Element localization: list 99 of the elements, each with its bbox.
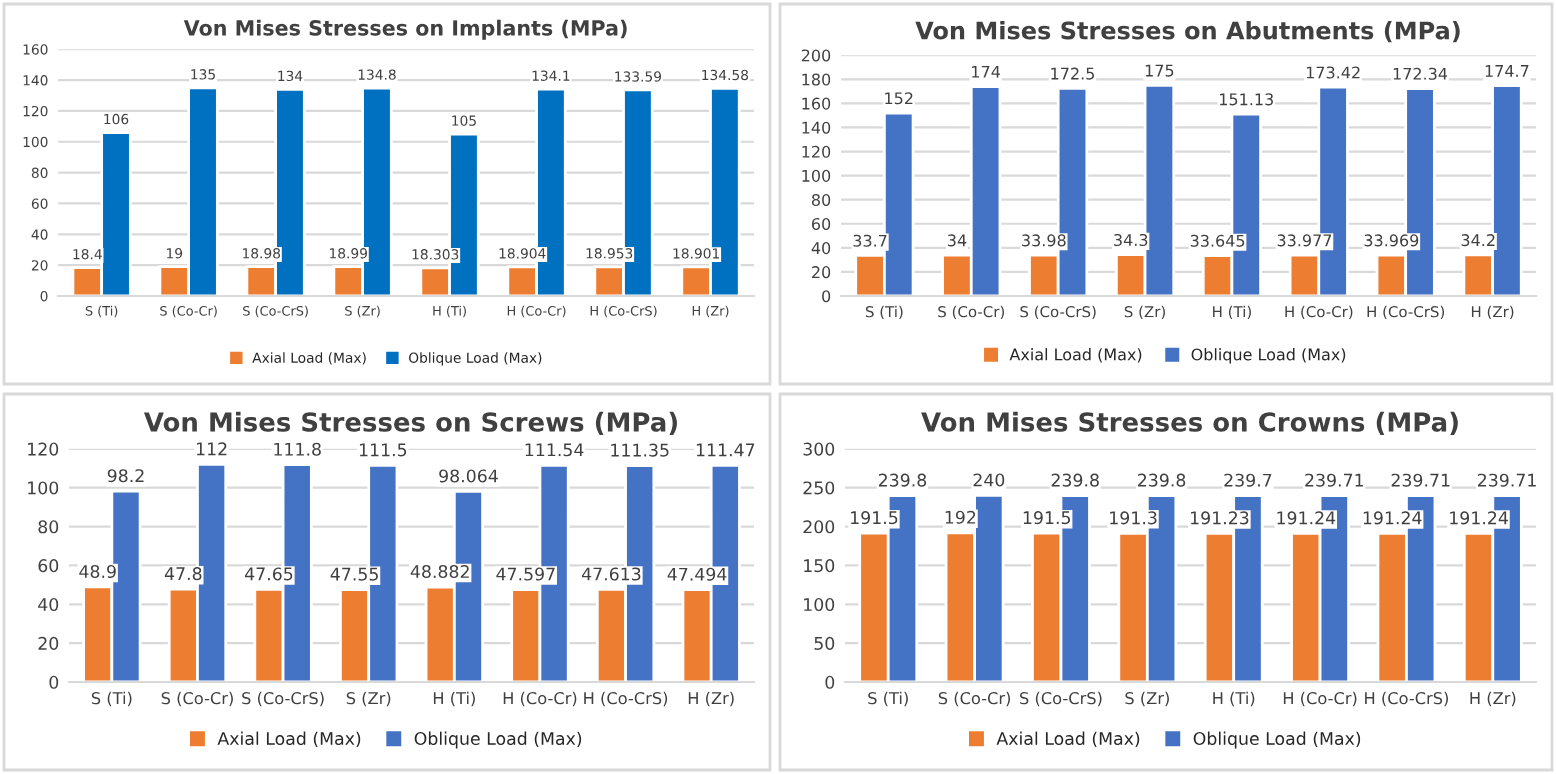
x-tick-label: H (Co-Cr): [503, 691, 577, 707]
data-label: 173.42: [1306, 66, 1360, 79]
data-label: 111.47: [696, 443, 755, 457]
y-tick-label: 80: [811, 193, 831, 206]
data-label: 191.24: [1277, 511, 1336, 525]
x-tick-label: H (Zr): [688, 691, 734, 707]
data-label: 47.613: [581, 567, 641, 581]
x-tick-label: S (Ti): [868, 691, 908, 707]
data-label: 33.969: [1364, 234, 1419, 247]
y-tick-label: 180: [802, 73, 831, 86]
data-label: 191.24: [1450, 511, 1508, 525]
data-label: 111.5: [359, 443, 407, 457]
data-label: 33.7: [853, 234, 887, 247]
data-label: 192: [945, 510, 976, 524]
y-tick-label: 40: [38, 597, 59, 612]
y-tick-label: 100: [802, 169, 831, 182]
y-tick-label: 120: [802, 145, 831, 158]
data-label: 33.98: [1022, 234, 1066, 247]
data-label: 34.2: [1461, 234, 1495, 247]
data-label: 239.8: [878, 473, 927, 487]
data-label: 191.5: [851, 511, 898, 525]
legend-label: Axial Load (Max): [217, 731, 361, 748]
x-tick-label: S (Co-CrS): [242, 691, 324, 707]
data-label: 111.8: [274, 442, 321, 456]
data-label: 47.65: [245, 567, 293, 581]
legend-label: Axial Load (Max): [996, 731, 1140, 748]
legend-label: Axial Load (Max): [1009, 348, 1142, 363]
y-tick-label: 0: [825, 675, 835, 689]
x-tick-label: H (Co-Cr): [1283, 691, 1357, 707]
y-tick-label: 100: [28, 481, 59, 495]
data-label: 239.71: [1305, 473, 1364, 487]
y-tick-label: 0: [49, 675, 59, 689]
y-tick-label: 40: [811, 242, 831, 255]
data-label: 191.23: [1191, 511, 1249, 525]
chart-title: Von Mises Stresses on Crowns (MPa): [921, 411, 1458, 435]
data-label: 33.977: [1277, 234, 1332, 247]
data-label: 175: [1145, 64, 1174, 77]
data-label: 47.8: [164, 567, 202, 581]
y-tick-label: 0: [822, 290, 831, 303]
data-label: 112: [196, 442, 227, 456]
data-label: 98.2: [107, 469, 144, 483]
data-label: 151.13: [1220, 93, 1273, 106]
legend-label: Oblique Load (Max): [1193, 731, 1361, 749]
x-tick-label: H (Ti): [1213, 691, 1255, 707]
data-label: 47.494: [667, 567, 727, 581]
x-tick-label: H (Zr): [1470, 691, 1516, 707]
y-tick-label: 250: [803, 481, 835, 495]
x-tick-label: S (Zr): [346, 691, 391, 707]
data-label: 191.3: [1110, 511, 1157, 525]
y-tick-label: 20: [38, 636, 59, 650]
y-tick-label: 200: [803, 520, 835, 534]
y-tick-label: 80: [38, 520, 59, 534]
legend-label: Oblique Load (Max): [414, 731, 582, 749]
y-tick-label: 20: [812, 266, 831, 279]
y-tick-label: 300: [803, 442, 835, 456]
x-tick-label: H (Co-CrS): [584, 691, 668, 707]
data-label: 47.597: [496, 567, 555, 581]
y-tick-label: 150: [804, 559, 835, 573]
y-tick-label: 120: [28, 442, 59, 456]
data-label: 48.882: [410, 564, 469, 579]
legend-label: Oblique Load (Max): [1191, 348, 1346, 364]
data-label: 111.54: [525, 443, 584, 457]
data-label: 98.064: [439, 469, 498, 483]
x-tick-label: S (Co-Cr): [161, 691, 233, 707]
x-tick-label: S (Co-Cr): [938, 691, 1011, 707]
chart-title: Von Mises Stresses on Implants (MPa): [183, 19, 627, 40]
data-label: 111.35: [611, 443, 669, 457]
y-tick-label: 160: [802, 97, 831, 110]
data-label: 239.7: [1224, 473, 1272, 487]
data-label: 172.5: [1051, 67, 1094, 80]
data-label: 34.3: [1114, 233, 1148, 247]
data-label: 239.71: [1391, 473, 1450, 487]
x-tick-label: S (Co-CrS): [1020, 691, 1102, 707]
x-tick-label: H (Ti): [433, 691, 475, 707]
data-label: 191.5: [1023, 511, 1071, 525]
x-tick-label: S (Ti): [91, 691, 132, 707]
data-label: 240: [973, 473, 1005, 487]
y-tick-label: 50: [814, 636, 835, 650]
y-tick-label: 140: [802, 121, 831, 134]
data-label: 48.9: [79, 564, 116, 579]
data-label: 174: [972, 65, 1000, 78]
chart-title: Von Mises Stresses on Abutments (MPa): [915, 20, 1460, 43]
data-label: 191.24: [1363, 511, 1422, 525]
data-label: 174.7: [1485, 65, 1529, 77]
chart-title: Von Mises Stresses on Screws (MPa): [143, 411, 677, 435]
data-label: 172.34: [1393, 67, 1448, 80]
y-tick-label: 60: [812, 217, 831, 231]
data-label: 47.55: [330, 567, 378, 581]
data-label: 239.71: [1478, 473, 1536, 487]
data-label: 239.8: [1051, 473, 1099, 487]
y-tick-label: 100: [804, 597, 835, 612]
x-tick-label: H (Co-CrS): [1365, 691, 1448, 707]
y-tick-label: 200: [801, 49, 831, 62]
data-label: 33.645: [1190, 234, 1245, 247]
data-label: 34: [947, 234, 967, 247]
data-label: 152: [885, 92, 913, 105]
y-tick-label: 60: [38, 559, 59, 573]
x-tick-label: S (Zr): [1125, 691, 1169, 707]
data-label: 239.8: [1138, 473, 1186, 487]
